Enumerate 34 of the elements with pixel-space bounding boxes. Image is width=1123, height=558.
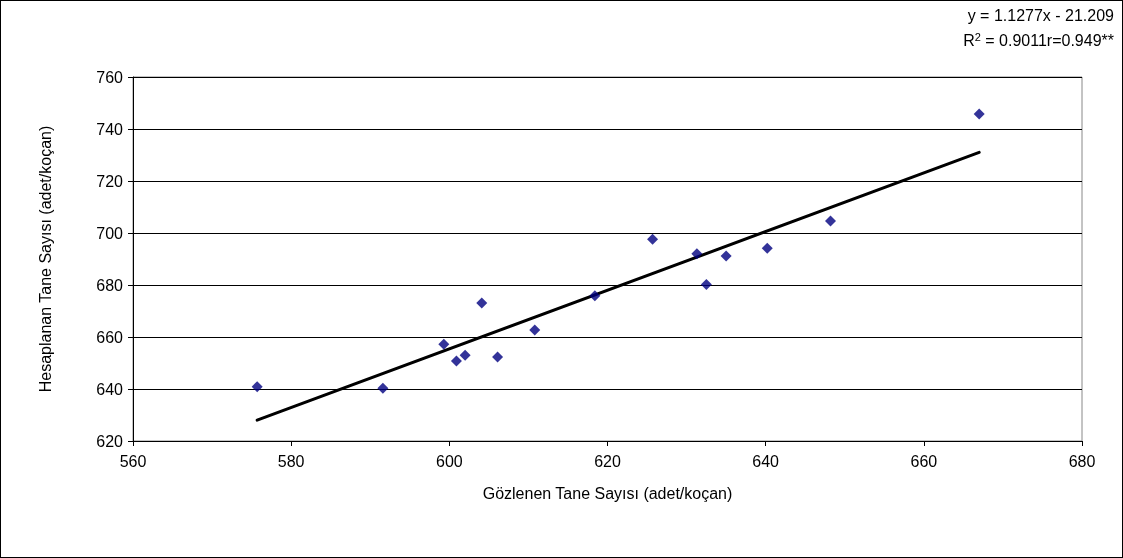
point xyxy=(825,215,837,227)
point xyxy=(691,248,703,260)
point xyxy=(492,351,504,363)
point xyxy=(720,250,732,262)
point xyxy=(251,381,263,393)
x-tick-label: 580 xyxy=(277,452,305,470)
y-tick-label: 720 xyxy=(96,172,124,190)
point xyxy=(529,324,541,336)
y-tick-label: 640 xyxy=(96,380,124,398)
y-tick-label: 700 xyxy=(96,224,124,242)
point xyxy=(476,297,488,309)
text: y = 1.1277x - 21.209 xyxy=(967,6,1115,24)
y-tick-label: 760 xyxy=(96,68,124,86)
x-axis-title: Gözlenen Tane Sayısı (adet/koçan) xyxy=(482,484,733,502)
y-tick-label: 740 xyxy=(96,120,124,138)
point xyxy=(647,233,659,245)
point xyxy=(459,349,471,361)
point xyxy=(761,242,773,254)
y-tick-label: 680 xyxy=(96,276,124,294)
point xyxy=(700,278,712,290)
y-tick-label: 620 xyxy=(96,432,124,450)
point xyxy=(589,290,601,302)
x-tick-label: 660 xyxy=(910,452,938,470)
point xyxy=(450,355,462,367)
x-tick-label: 560 xyxy=(119,452,147,470)
x-tick-label: 640 xyxy=(752,452,780,470)
x-tick-label: 680 xyxy=(1068,452,1096,470)
y-tick-label: 660 xyxy=(96,328,124,346)
x-tick-label: 620 xyxy=(594,452,621,470)
y-axis-title: Hesaplanan Tane Sayısı (adet/koçan) xyxy=(36,125,54,393)
x-tick-label: 600 xyxy=(435,452,463,470)
point xyxy=(973,108,985,120)
point xyxy=(377,382,389,394)
point xyxy=(438,338,450,350)
